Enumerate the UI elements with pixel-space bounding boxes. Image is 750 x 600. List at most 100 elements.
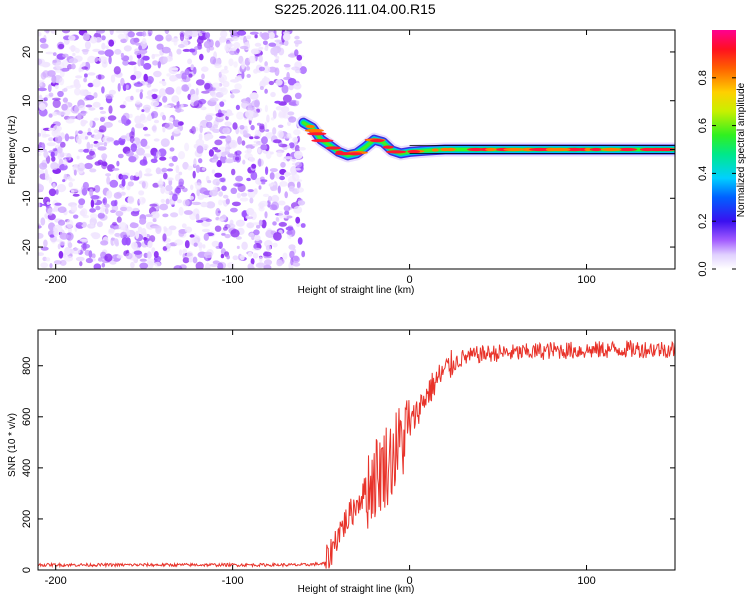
noise-blob <box>129 37 138 45</box>
noise-blob <box>110 209 116 213</box>
noise-blob <box>270 185 278 192</box>
noise-blob <box>161 46 171 54</box>
noise-blob <box>63 87 68 92</box>
noise-blob <box>253 188 258 195</box>
noise-blob <box>189 195 194 200</box>
noise-blob <box>234 151 238 156</box>
noise-blob <box>110 74 116 83</box>
noise-blob <box>120 135 128 140</box>
noise-blob <box>173 38 178 46</box>
noise-blob <box>227 43 234 47</box>
noise-blob <box>263 264 272 269</box>
noise-blob <box>152 218 157 223</box>
noise-blob <box>38 132 42 137</box>
noise-blob <box>160 138 170 148</box>
noise-blob <box>121 185 125 190</box>
noise-blob <box>110 200 117 207</box>
noise-blob <box>258 54 263 63</box>
noise-blob <box>40 262 49 268</box>
noise-blob <box>221 185 227 192</box>
noise-blob <box>189 48 196 53</box>
noise-blob <box>259 125 266 133</box>
noise-blob <box>283 205 291 212</box>
noise-blob <box>116 216 122 223</box>
noise-blob <box>240 192 248 197</box>
noise-blob <box>138 170 143 179</box>
noise-blob <box>106 176 111 185</box>
noise-blob <box>145 168 152 174</box>
noise-blob <box>196 145 204 154</box>
noise-blob <box>188 73 193 78</box>
noise-blob <box>54 202 62 206</box>
noise-blob <box>215 40 220 48</box>
x-tick-label: -200 <box>45 575 67 587</box>
noise-blob <box>136 71 142 77</box>
noise-blob <box>68 181 73 188</box>
noise-blob <box>82 181 89 190</box>
noise-blob <box>113 192 122 199</box>
noise-blob <box>235 236 242 240</box>
noise-blob <box>275 79 283 86</box>
track-hot-segment <box>529 147 551 152</box>
noise-blob <box>166 177 174 181</box>
noise-blob <box>38 202 41 208</box>
y-tick-label: -10 <box>21 190 33 206</box>
colorbar-label: Normalized spectral amplitude <box>736 82 747 217</box>
noise-blob <box>125 150 134 157</box>
noise-blob <box>233 182 243 187</box>
noise-blob <box>281 84 289 94</box>
noise-blob <box>82 49 89 55</box>
noise-blob <box>70 204 78 213</box>
noise-blob <box>52 124 59 134</box>
noise-blob <box>258 185 262 190</box>
noise-blob <box>89 168 97 173</box>
noise-blob <box>120 174 129 180</box>
noise-blob <box>284 191 289 199</box>
y-tick-label: -20 <box>21 239 33 255</box>
noise-blob <box>277 124 284 128</box>
noise-blob <box>93 92 98 99</box>
noise-blob <box>233 61 238 68</box>
noise-blob <box>138 190 145 196</box>
track-hot-segment <box>347 152 363 156</box>
noise-blob <box>275 55 280 61</box>
noise-blob <box>145 33 149 37</box>
noise-blob <box>183 210 193 215</box>
noise-blob <box>196 219 204 223</box>
noise-blob <box>38 184 44 193</box>
noise-blob <box>260 179 268 183</box>
noise-blob <box>207 180 212 184</box>
noise-blob <box>78 104 86 111</box>
noise-blob <box>271 201 279 211</box>
noise-blob <box>220 155 227 164</box>
noise-blob <box>198 242 203 249</box>
noise-blob <box>258 66 265 72</box>
noise-blob <box>273 139 282 144</box>
noise-blob <box>268 31 275 40</box>
noise-blob <box>236 111 244 120</box>
track-hot-segment <box>431 148 439 152</box>
noise-blob <box>52 148 58 152</box>
noise-blob <box>239 255 245 261</box>
noise-blob <box>249 136 254 140</box>
noise-blob <box>247 251 253 257</box>
noise-blob <box>74 87 81 96</box>
noise-blob <box>198 133 203 141</box>
noise-blob <box>55 189 59 195</box>
noise-blob <box>52 59 57 63</box>
noise-blob <box>47 84 52 93</box>
noise-blob <box>45 257 51 262</box>
noise-blob <box>139 91 143 100</box>
noise-blob <box>161 167 168 173</box>
noise-blob <box>85 104 93 108</box>
noise-blob <box>57 206 67 213</box>
track-hot-segment <box>407 150 420 154</box>
noise-blob <box>64 133 70 142</box>
noise-blob <box>182 76 191 83</box>
noise-blob <box>159 156 167 161</box>
noise-blob <box>191 201 202 206</box>
noise-blob <box>198 158 203 164</box>
noise-blob <box>178 249 183 256</box>
noise-blob <box>52 52 57 56</box>
noise-blob <box>205 114 213 122</box>
